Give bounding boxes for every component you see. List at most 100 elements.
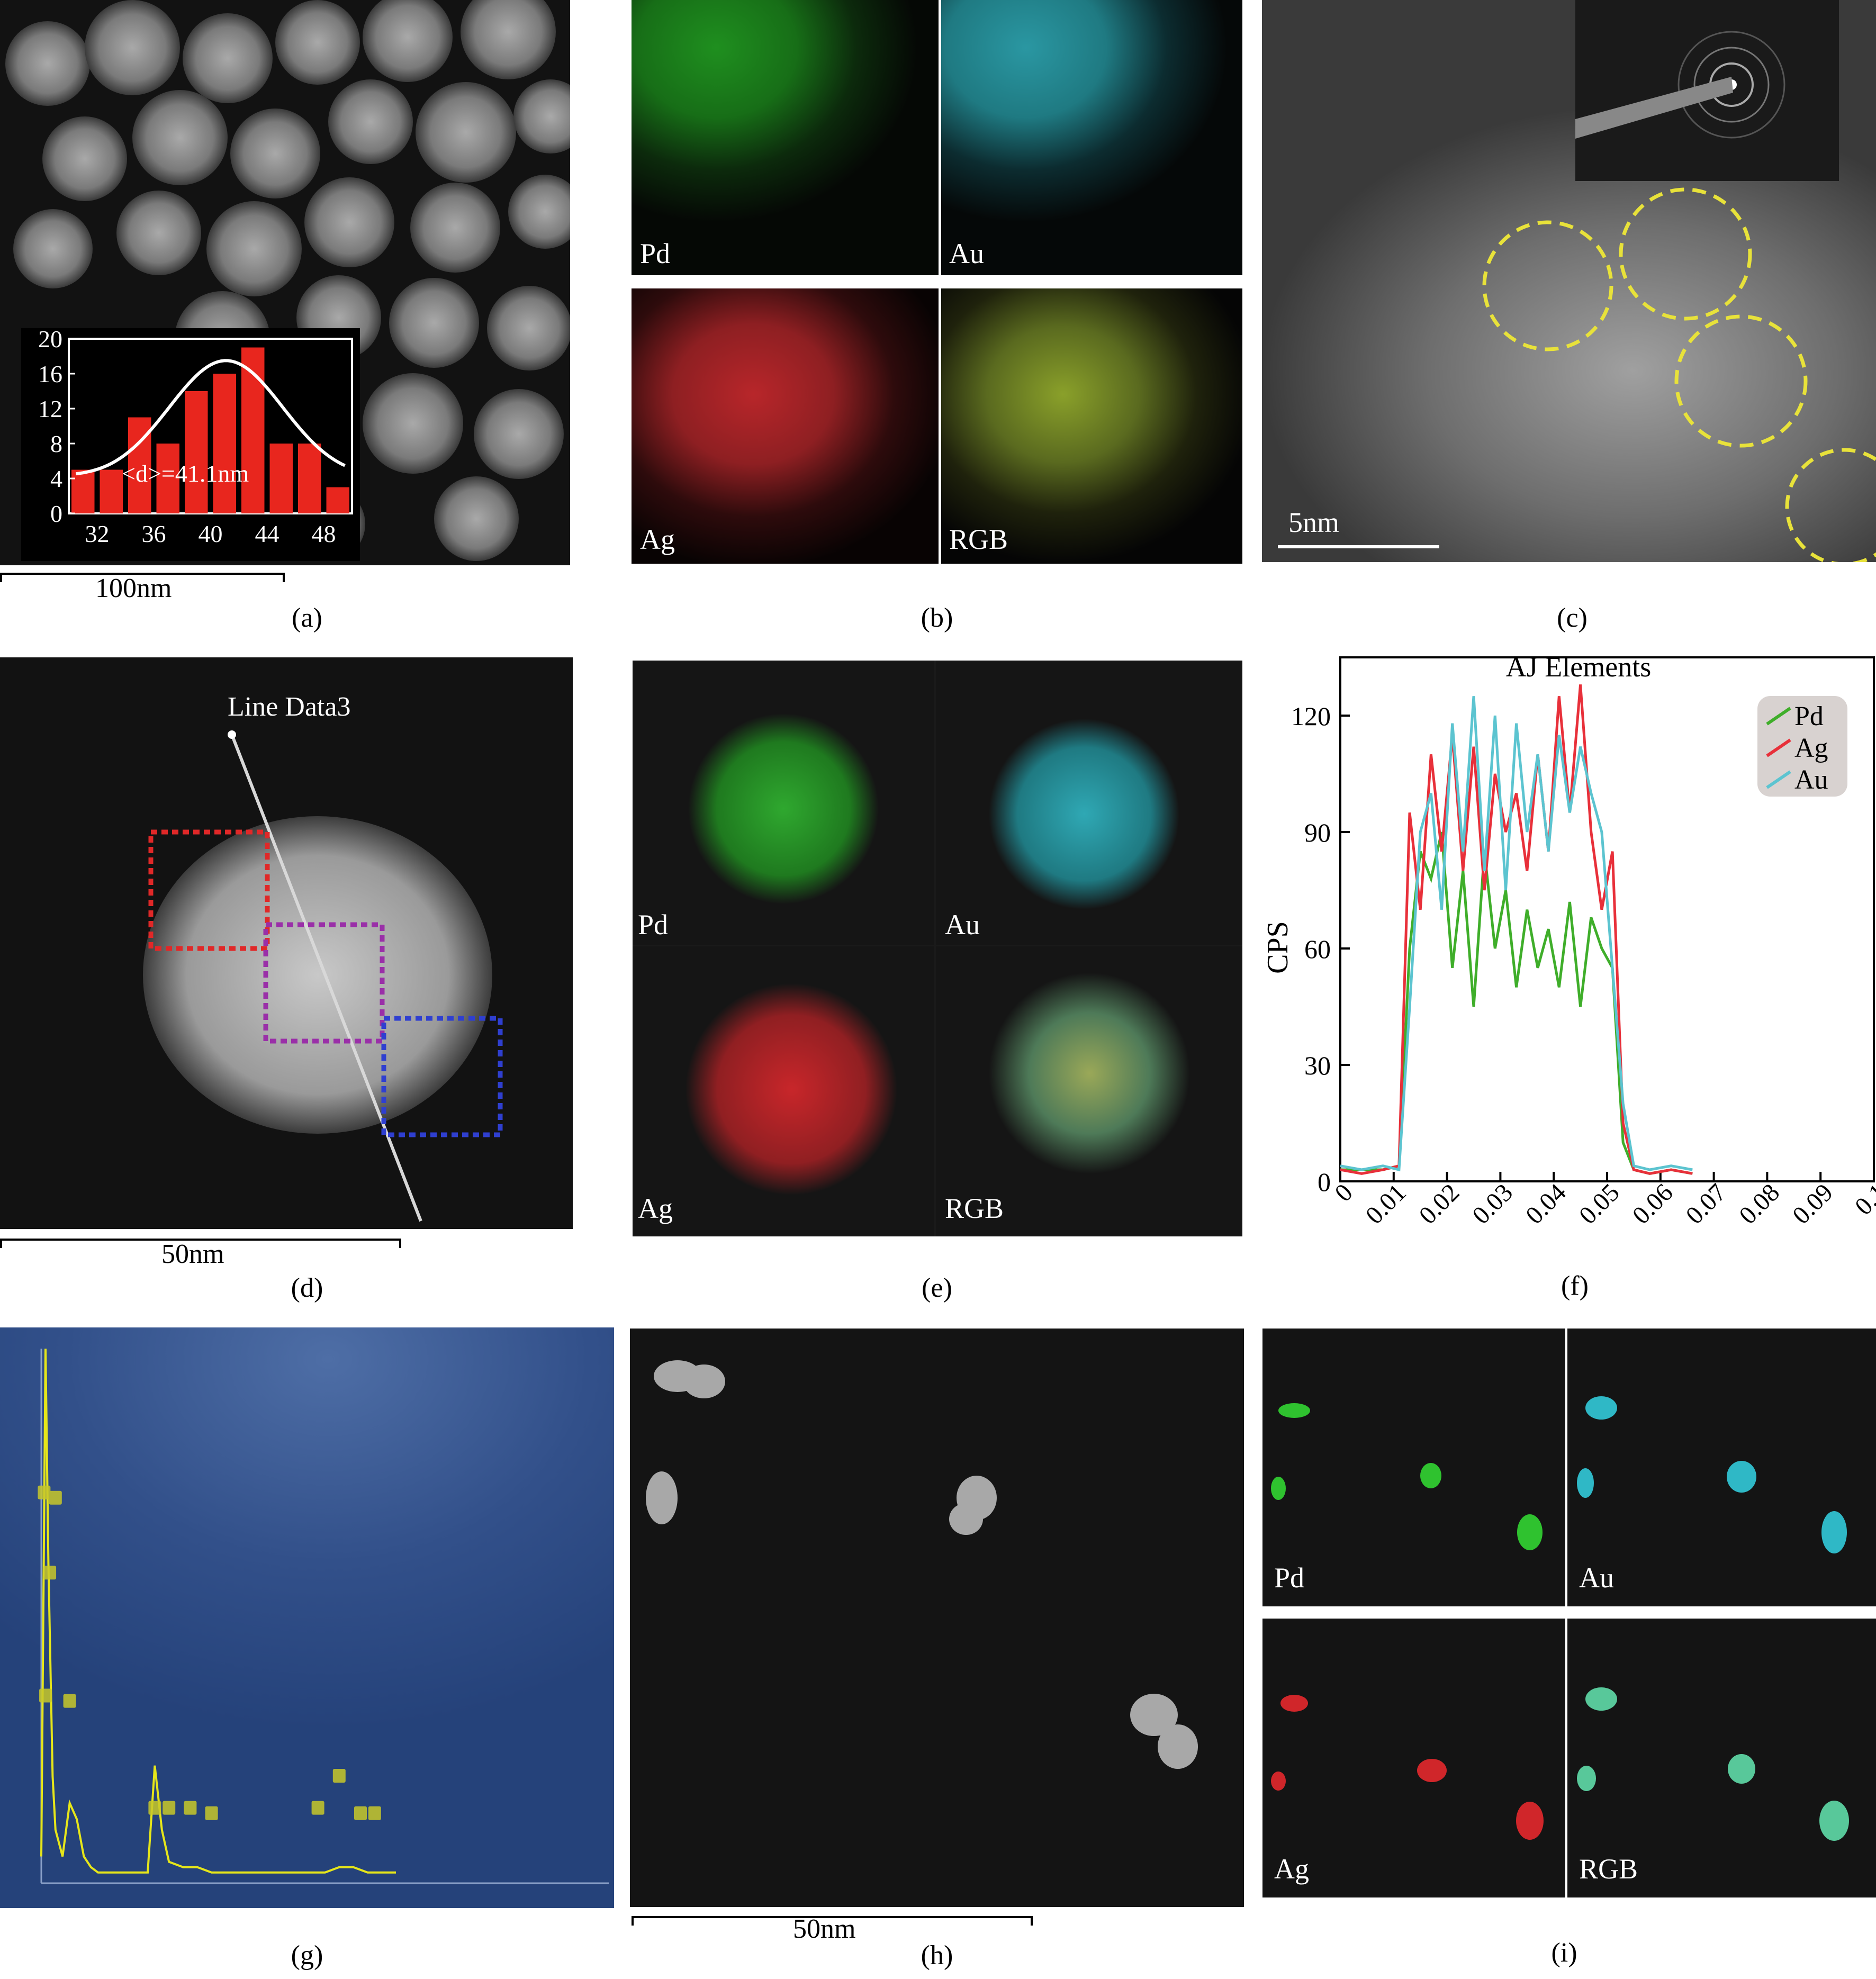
spectrum-peak-marker	[311, 1801, 324, 1815]
panel-c-hrtem-image: 5nm	[1262, 0, 1876, 562]
histogram-x-tick: 44	[255, 520, 279, 547]
panel-e-rgb-map	[936, 946, 1242, 1236]
panel-h-scale-label: 50nm	[793, 1914, 856, 1944]
spectrum-peak-marker	[63, 1694, 76, 1708]
panel-e-eds-maps: Pd Au Ag RGB	[633, 661, 1242, 1236]
panel-g-eds-spectrum	[0, 1327, 614, 1908]
spectrum-peak-marker	[49, 1490, 62, 1505]
chart-f-legend-label: Ag	[1794, 733, 1828, 763]
chart-f-y-tick: 0	[1318, 1167, 1331, 1197]
dashed-circle	[1619, 187, 1752, 321]
panel-d-scale-label: 50nm	[161, 1239, 224, 1269]
histogram-bar	[156, 444, 179, 513]
nanoparticle	[1130, 1694, 1178, 1736]
panel-a-particles	[0, 0, 570, 565]
histogram-bar	[269, 444, 293, 513]
dashed-circle	[1785, 448, 1876, 562]
panel-e-au-map	[936, 661, 1242, 945]
chart-f-x-tick: 0.1	[1850, 1178, 1876, 1221]
panel-i-particle-spots	[1271, 1396, 1849, 1841]
chart-f-legend-box	[1757, 696, 1847, 797]
spectrum-trace	[40, 1348, 396, 1874]
panel-b-pd-map	[632, 0, 939, 275]
region-box-red	[148, 829, 270, 951]
histogram-y-tick: 20	[38, 328, 62, 353]
histogram-bar	[71, 469, 95, 513]
panel-a-scale-label: 100nm	[95, 573, 172, 603]
spectrum-peak-marker	[205, 1806, 218, 1820]
panel-f-caption: (f)	[1561, 1271, 1589, 1301]
panel-h-caption: (h)	[921, 1940, 953, 1971]
panel-a-scale-bar	[0, 573, 285, 575]
chart-f-y-tick: 30	[1304, 1051, 1331, 1080]
panel-d-haadf-line-scan: Line Data3	[0, 657, 573, 1229]
panel-h-haadf-image	[630, 1329, 1244, 1907]
panel-a-haadf-image: 0 4 8 12 16 20 32 36 40 44 48 <d>=41.1nm	[0, 0, 570, 565]
panel-b-rgb-map	[941, 288, 1242, 564]
histogram-frame	[68, 338, 353, 514]
dashed-circle	[1482, 220, 1613, 351]
panel-c-scale-label: 5nm	[1288, 507, 1340, 538]
line-scan-start	[228, 730, 236, 739]
histogram-bar	[213, 374, 236, 513]
spectrum-peak-marker	[38, 1485, 51, 1499]
histogram-bar	[326, 487, 349, 513]
histogram-mean-annotation: <d>=41.1nm	[122, 460, 249, 487]
chart-f-legend-label: Au	[1794, 765, 1828, 795]
nanoparticle	[1158, 1724, 1198, 1769]
chart-f-series-au	[1340, 696, 1693, 1172]
spectrum-peak-marker	[332, 1769, 346, 1783]
histogram-bar	[298, 444, 321, 513]
panel-a-caption: (a)	[292, 603, 322, 633]
spectrum-peak-marker	[39, 1688, 52, 1703]
chart-f-legend-label: Pd	[1794, 701, 1824, 731]
nanoparticle	[683, 1364, 725, 1398]
chart-f-x-tick: 0.04	[1520, 1178, 1572, 1230]
nanoparticle	[143, 816, 492, 1134]
histogram-y-tick: 4	[50, 465, 62, 492]
histogram-x-tick: 32	[85, 520, 110, 547]
panel-i-rgb-label: RGB	[1579, 1853, 1638, 1885]
spectrum-peak-marker	[148, 1801, 161, 1815]
chart-f-x-tick: 0.03	[1467, 1178, 1518, 1230]
panel-b-caption: (b)	[921, 603, 953, 633]
histogram-bar	[100, 469, 123, 513]
chart-f-ylabel: CPS	[1261, 921, 1294, 974]
panel-a-scale-bar-tick-left	[0, 573, 2, 582]
chart-f-y-tick: 90	[1304, 818, 1331, 847]
line-scan-path	[230, 734, 422, 1222]
histogram-y-tick: 0	[50, 500, 62, 527]
panel-b-au-map	[941, 0, 1242, 275]
histogram-x-tick: 40	[199, 520, 223, 547]
panel-d-line-label: Line Data3	[228, 692, 351, 722]
panel-b-ag-map	[632, 288, 939, 564]
histogram-bar	[185, 391, 208, 513]
chart-f-x-tick: 0	[1329, 1178, 1358, 1207]
histogram-y-tick: 8	[50, 430, 62, 457]
chart-f-legend-swatch	[1766, 707, 1791, 726]
panel-i-au-map	[1567, 1329, 1876, 1606]
chart-f-legend-swatch	[1766, 770, 1791, 789]
panel-e-caption: (e)	[922, 1273, 952, 1303]
panel-e-pd-map	[633, 661, 934, 945]
chart-f-x-tick: 0.09	[1787, 1178, 1838, 1230]
panel-c-saed-inset	[1575, 0, 1839, 181]
panel-e-ag-map	[633, 946, 934, 1236]
histogram-x-tick: 36	[142, 520, 166, 547]
panel-b-eds-maps: Pd Au Ag RGB	[632, 0, 1242, 564]
chart-f-x-tick: 0.08	[1734, 1178, 1785, 1230]
panel-d-scale-bar	[0, 1239, 401, 1241]
panel-e-rgb-label: RGB	[945, 1192, 1004, 1224]
chart-f-y-tick: 60	[1304, 934, 1331, 964]
region-box-purple	[263, 922, 385, 1044]
panel-i-au-label: Au	[1579, 1562, 1614, 1594]
panel-b-rgb-label: RGB	[949, 523, 1008, 555]
panel-b-au-label: Au	[949, 238, 984, 269]
panel-c-scale-bar	[1278, 545, 1439, 548]
chart-f-x-tick: 0.02	[1414, 1178, 1465, 1230]
chart-f-x-tick: 0.06	[1627, 1178, 1679, 1230]
chart-f-legend-swatch	[1766, 738, 1791, 757]
panel-c-dashed-circles	[1482, 187, 1876, 562]
